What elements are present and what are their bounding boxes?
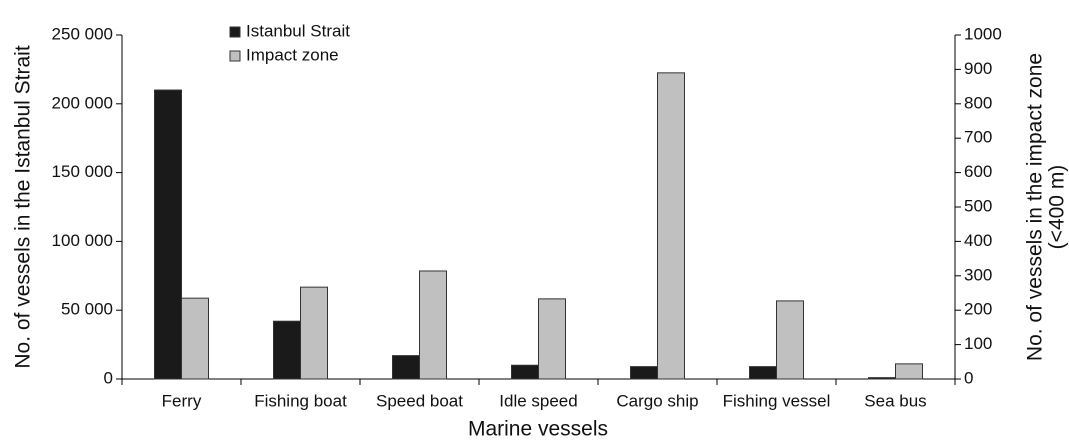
y2-tick-label: 700 (964, 128, 992, 147)
x-tick-label: Idle speed (499, 391, 577, 410)
y2-tick-label: 800 (964, 93, 992, 112)
bar (273, 320, 301, 380)
y2-axis-title: (<400 m) (1046, 165, 1069, 250)
y-axis-title: No. of vessels in the Istanbul Strait (12, 45, 35, 368)
legend-label: Istanbul Strait (246, 21, 350, 40)
legend-swatch (229, 50, 241, 62)
bar (868, 377, 896, 380)
bar (749, 366, 777, 380)
x-tick-label: Ferry (162, 391, 202, 410)
bar (657, 72, 685, 380)
bar (895, 363, 923, 380)
y2-tick-label: 1000 (964, 24, 1002, 43)
legend-swatch (229, 26, 241, 38)
bar (392, 355, 420, 380)
y2-tick-label: 0 (964, 368, 973, 387)
legend-label: Impact zone (246, 45, 339, 64)
bar (630, 366, 658, 380)
y2-tick-label: 400 (964, 231, 992, 250)
x-tick-label: Fishing vessel (723, 391, 831, 410)
x-tick-label: Sea bus (864, 391, 926, 410)
y2-tick-label: 500 (964, 196, 992, 215)
x-tick-label: Fishing boat (254, 391, 347, 410)
bar (776, 300, 804, 380)
x-axis-title: Marine vessels (468, 418, 608, 441)
y-tick-label: 0 (104, 368, 113, 387)
y-tick-label: 150 000 (52, 162, 113, 181)
y-tick-label: 200 000 (52, 93, 113, 112)
y2-tick-label: 600 (964, 162, 992, 181)
x-tick-label: Speed boat (376, 391, 463, 410)
bar (300, 286, 328, 380)
y-tick-label: 250 000 (52, 24, 113, 43)
bar (538, 298, 566, 380)
bar (511, 364, 539, 380)
y2-tick-label: 100 (964, 334, 992, 353)
x-tick-label: Cargo ship (616, 391, 698, 410)
y-tick-label: 50 000 (61, 300, 113, 319)
y2-tick-label: 200 (964, 300, 992, 319)
bar (419, 270, 447, 380)
y-tick-label: 100 000 (52, 231, 113, 250)
y2-axis-title: No. of vessels in the impact zone (1024, 53, 1047, 361)
bar (181, 297, 209, 380)
y2-tick-label: 900 (964, 59, 992, 78)
y2-tick-label: 300 (964, 265, 992, 284)
bar (154, 89, 182, 380)
